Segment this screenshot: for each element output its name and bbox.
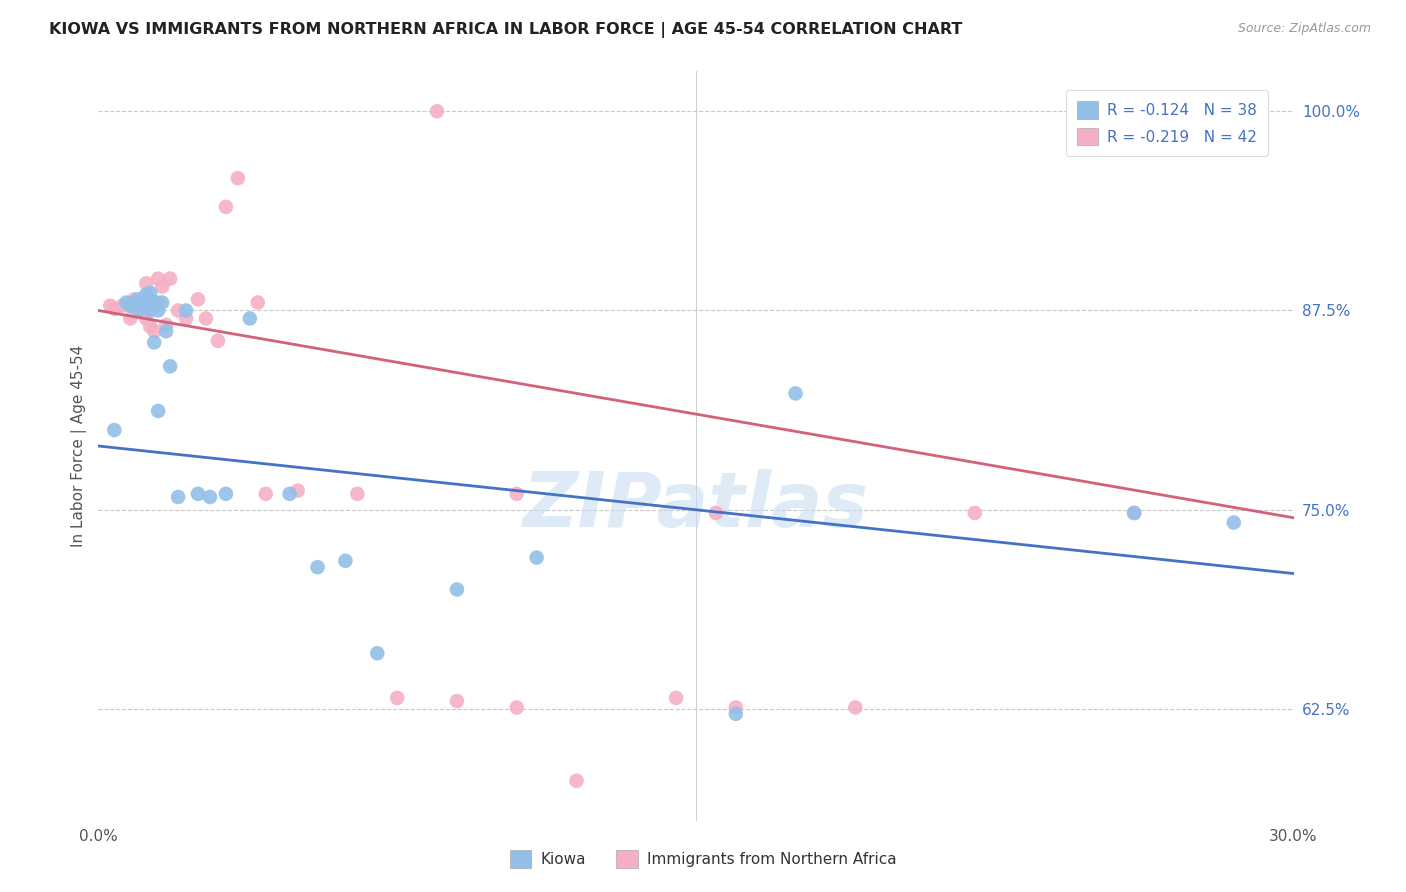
Point — [167, 303, 190, 318]
Point — [724, 700, 747, 714]
Point — [148, 303, 170, 318]
Point — [287, 483, 309, 498]
Point — [226, 171, 249, 186]
Point — [1123, 506, 1146, 520]
Point — [565, 773, 588, 788]
Point — [844, 700, 866, 714]
Point — [207, 334, 229, 348]
Point — [446, 694, 468, 708]
Point — [131, 303, 153, 318]
Text: KIOWA VS IMMIGRANTS FROM NORTHERN AFRICA IN LABOR FORCE | AGE 45-54 CORRELATION : KIOWA VS IMMIGRANTS FROM NORTHERN AFRICA… — [49, 22, 963, 38]
Point — [526, 550, 548, 565]
Point — [148, 404, 170, 418]
Point — [963, 506, 986, 520]
Point — [1163, 834, 1185, 848]
Point — [254, 487, 277, 501]
Point — [135, 287, 157, 301]
Point — [150, 279, 173, 293]
Point — [246, 295, 269, 310]
Point — [215, 487, 238, 501]
Point — [506, 487, 529, 501]
Point — [111, 299, 134, 313]
Point — [278, 487, 301, 501]
Point — [127, 295, 149, 310]
Point — [135, 311, 157, 326]
Point — [135, 299, 157, 313]
Point — [143, 295, 166, 310]
Point — [174, 311, 197, 326]
Point — [174, 303, 197, 318]
Point — [124, 293, 146, 307]
Point — [148, 271, 170, 285]
Point — [215, 200, 238, 214]
Point — [143, 324, 166, 338]
Point — [1223, 516, 1246, 530]
Point — [187, 487, 209, 501]
Point — [366, 646, 388, 660]
Legend: R = -0.124   N = 38, R = -0.219   N = 42: R = -0.124 N = 38, R = -0.219 N = 42 — [1066, 90, 1268, 156]
Point — [155, 318, 177, 332]
Point — [148, 295, 170, 310]
Text: Source: ZipAtlas.com: Source: ZipAtlas.com — [1237, 22, 1371, 36]
Point — [335, 554, 357, 568]
Point — [127, 293, 149, 307]
Point — [637, 822, 659, 836]
Point — [124, 295, 146, 310]
Point — [195, 311, 218, 326]
Point — [139, 303, 162, 318]
Point — [159, 359, 181, 374]
Point — [198, 490, 221, 504]
Point — [167, 490, 190, 504]
Point — [120, 299, 142, 313]
Point — [187, 293, 209, 307]
Point — [103, 423, 125, 437]
Point — [446, 582, 468, 597]
Point — [103, 301, 125, 316]
Point — [98, 299, 122, 313]
Point — [426, 104, 449, 119]
Point — [724, 706, 747, 721]
Point — [139, 295, 162, 310]
Point — [565, 834, 588, 848]
Legend: Kiowa, Immigrants from Northern Africa: Kiowa, Immigrants from Northern Africa — [502, 843, 904, 875]
Point — [139, 285, 162, 300]
Point — [127, 303, 149, 318]
Point — [704, 506, 727, 520]
Point — [665, 690, 688, 705]
Point — [1123, 506, 1146, 520]
Point — [785, 386, 807, 401]
Point — [385, 690, 409, 705]
Point — [143, 335, 166, 350]
Point — [239, 311, 262, 326]
Point — [307, 560, 329, 574]
Point — [506, 700, 529, 714]
Point — [159, 271, 181, 285]
Y-axis label: In Labor Force | Age 45-54: In Labor Force | Age 45-54 — [72, 345, 87, 547]
Point — [155, 324, 177, 338]
Text: ZIPatlas: ZIPatlas — [523, 469, 869, 543]
Point — [135, 277, 157, 291]
Point — [150, 295, 173, 310]
Point — [115, 295, 138, 310]
Point — [346, 487, 368, 501]
Point — [139, 319, 162, 334]
Point — [120, 311, 142, 326]
